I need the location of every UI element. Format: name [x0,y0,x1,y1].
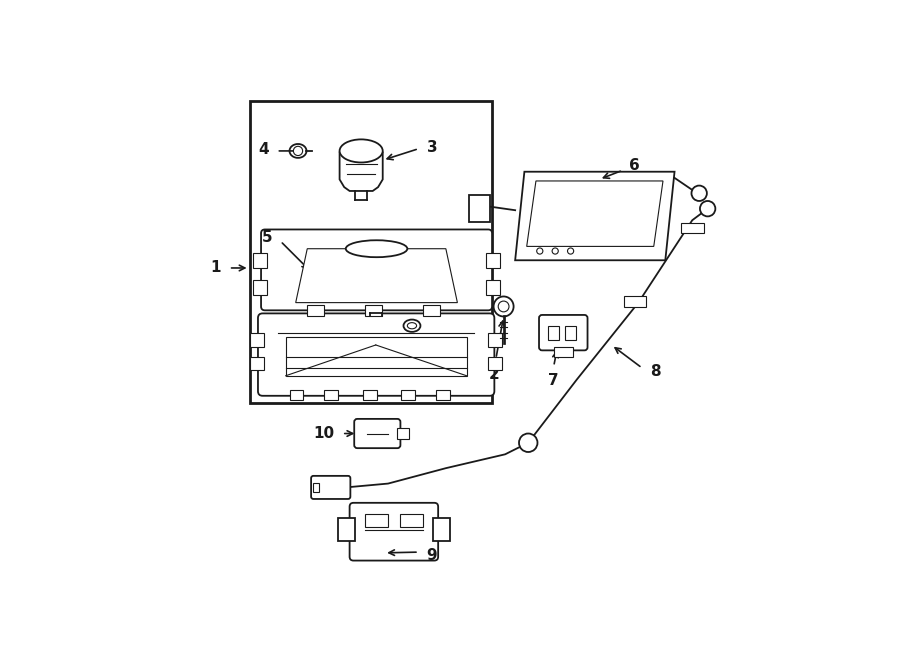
Bar [250,333,264,347]
Bar [324,389,338,401]
Bar [401,389,415,401]
Circle shape [499,301,509,312]
Text: 5: 5 [262,229,273,245]
Ellipse shape [403,319,420,332]
FancyBboxPatch shape [258,313,494,396]
Bar [423,305,440,317]
Bar [312,483,319,492]
Bar [338,518,355,541]
Circle shape [700,201,716,216]
Ellipse shape [408,323,417,329]
Bar [433,518,450,541]
Circle shape [519,434,537,452]
Bar [250,356,264,370]
Text: 7: 7 [548,373,559,389]
Text: 10: 10 [313,426,334,441]
Bar [307,305,324,317]
Polygon shape [526,181,663,247]
Bar [469,195,490,222]
Bar [249,101,492,403]
Circle shape [552,248,558,254]
Bar [363,389,376,401]
Bar [565,326,576,340]
FancyBboxPatch shape [355,419,400,448]
Text: 8: 8 [650,364,661,379]
Bar [436,389,450,401]
Text: 4: 4 [258,142,269,157]
Polygon shape [296,249,457,303]
Bar [365,305,382,317]
Polygon shape [339,153,382,191]
Bar [400,514,423,527]
Circle shape [493,297,514,317]
Text: 3: 3 [427,139,437,155]
Bar [488,356,502,370]
Bar [254,280,267,295]
FancyBboxPatch shape [349,503,438,561]
Circle shape [691,186,707,201]
Text: 6: 6 [629,158,640,173]
Bar [486,253,500,268]
Ellipse shape [339,139,382,163]
Circle shape [293,146,302,155]
Bar [554,347,573,356]
Bar [680,223,704,233]
Text: 9: 9 [427,548,437,563]
Ellipse shape [346,240,408,257]
Text: 2: 2 [489,367,500,381]
Bar [625,297,646,307]
Polygon shape [515,172,674,260]
Bar [254,253,267,268]
Bar [397,428,409,439]
Bar [290,389,303,401]
Circle shape [568,248,573,254]
Bar [285,337,466,375]
Bar [488,333,502,347]
Circle shape [536,248,543,254]
Bar [365,514,388,527]
FancyBboxPatch shape [311,476,350,499]
Bar [486,280,500,295]
FancyBboxPatch shape [539,315,588,350]
Text: 1: 1 [211,260,221,276]
Bar [548,326,559,340]
FancyBboxPatch shape [261,229,492,310]
